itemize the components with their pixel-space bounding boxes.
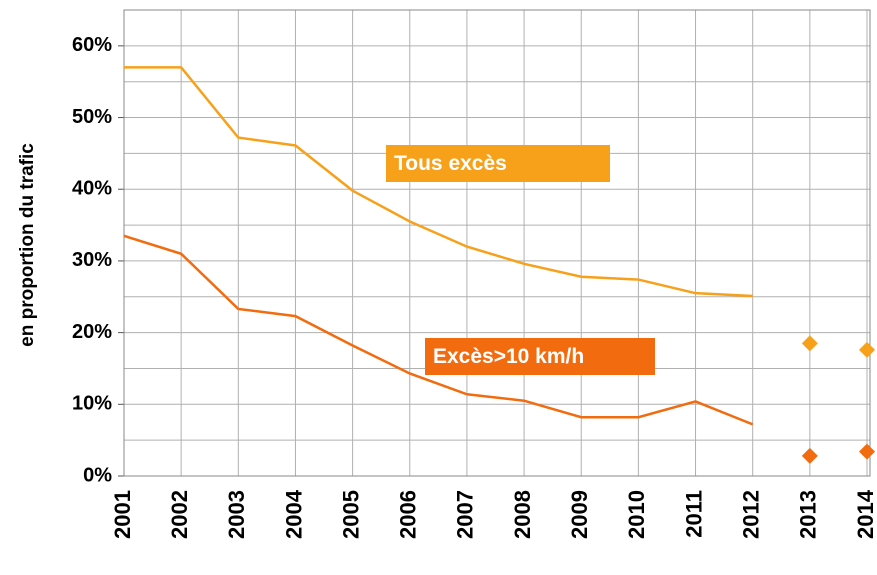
- x-tick-label: 2009: [567, 490, 592, 539]
- series-line: [124, 66, 753, 298]
- marker: [859, 341, 875, 358]
- y-tick-label: 30%: [72, 249, 112, 271]
- marker: [801, 447, 818, 464]
- y-tick-label: 50%: [72, 106, 112, 128]
- x-tick-label: 2012: [739, 490, 764, 539]
- marker: [801, 335, 818, 352]
- legend-label: Tous excès: [394, 152, 507, 175]
- x-tick-label: 2013: [796, 490, 821, 539]
- y-tick-label: 20%: [72, 321, 112, 343]
- x-tick-label: 2007: [453, 490, 478, 539]
- plot-border: [123, 9, 871, 477]
- marker: [859, 443, 875, 460]
- x-tick-label: 2014: [853, 489, 877, 539]
- legend-label: Excès>10 km/h: [433, 345, 584, 368]
- y-tick-label: 60%: [72, 34, 112, 56]
- x-tick-label: 2001: [110, 490, 135, 539]
- y-axis-label: en proportion du trafic: [17, 143, 38, 347]
- x-tick-label: 2010: [624, 490, 649, 539]
- x-tick-label: 2003: [224, 490, 249, 539]
- legend-box: [386, 145, 610, 182]
- x-tick-label: 2011: [681, 490, 706, 538]
- x-tick-label: 2002: [167, 490, 192, 539]
- x-tick-label: 2005: [338, 490, 363, 539]
- legend-box: [425, 338, 655, 375]
- x-tick-label: 2006: [396, 490, 421, 539]
- y-tick-label: 40%: [72, 178, 112, 200]
- y-tick-label: 10%: [72, 393, 112, 415]
- x-tick-label: 2004: [281, 489, 306, 539]
- series-line: [123, 234, 754, 426]
- x-tick-label: 2008: [510, 490, 535, 539]
- y-tick-label: 0%: [83, 464, 112, 486]
